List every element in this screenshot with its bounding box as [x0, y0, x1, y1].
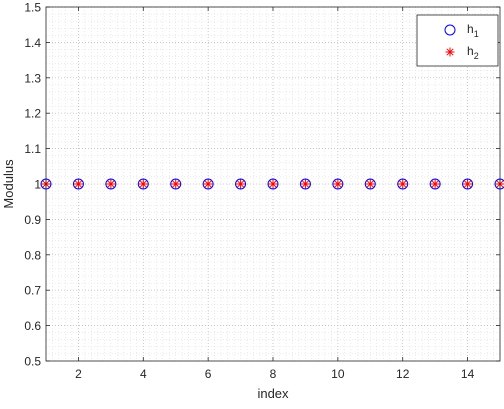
y-tick-label: 0.9	[24, 213, 41, 227]
x-tick-label: 4	[140, 367, 147, 381]
series-2-point	[74, 180, 83, 189]
x-axis-label: index	[257, 386, 289, 401]
x-tick-label: 12	[396, 367, 410, 381]
legend-marker-2	[446, 48, 455, 57]
series-2-point	[139, 180, 148, 189]
y-tick-label: 1.3	[24, 71, 41, 85]
series-2-point	[366, 180, 375, 189]
series-2-point	[333, 180, 342, 189]
y-tick-label: 1	[34, 178, 41, 192]
x-tick-label: 2	[75, 367, 82, 381]
series-2-point	[106, 180, 115, 189]
legend-box	[417, 15, 498, 66]
y-tick-label: 0.6	[24, 319, 41, 333]
x-tick-label: 10	[331, 367, 345, 381]
series-2-point	[171, 180, 180, 189]
series-2-point	[269, 180, 278, 189]
series-2-point	[236, 180, 245, 189]
series-2-point	[204, 180, 213, 189]
y-tick-label: 1.2	[24, 107, 41, 121]
series-2-point	[463, 180, 472, 189]
x-tick-label: 8	[270, 367, 277, 381]
x-tick-label: 14	[461, 367, 475, 381]
y-tick-label: 0.8	[24, 248, 41, 262]
y-tick-label: 1.5	[24, 1, 41, 15]
series-2-point	[431, 180, 440, 189]
y-tick-label: 1.4	[24, 36, 41, 50]
y-tick-label: 0.7	[24, 284, 41, 298]
y-tick-label: 0.5	[24, 355, 41, 369]
series-2-point	[398, 180, 407, 189]
y-tick-label: 1.1	[24, 142, 41, 156]
x-tick-label: 6	[205, 367, 212, 381]
y-axis-label: Modulus	[1, 159, 16, 209]
series-2-point	[301, 180, 310, 189]
